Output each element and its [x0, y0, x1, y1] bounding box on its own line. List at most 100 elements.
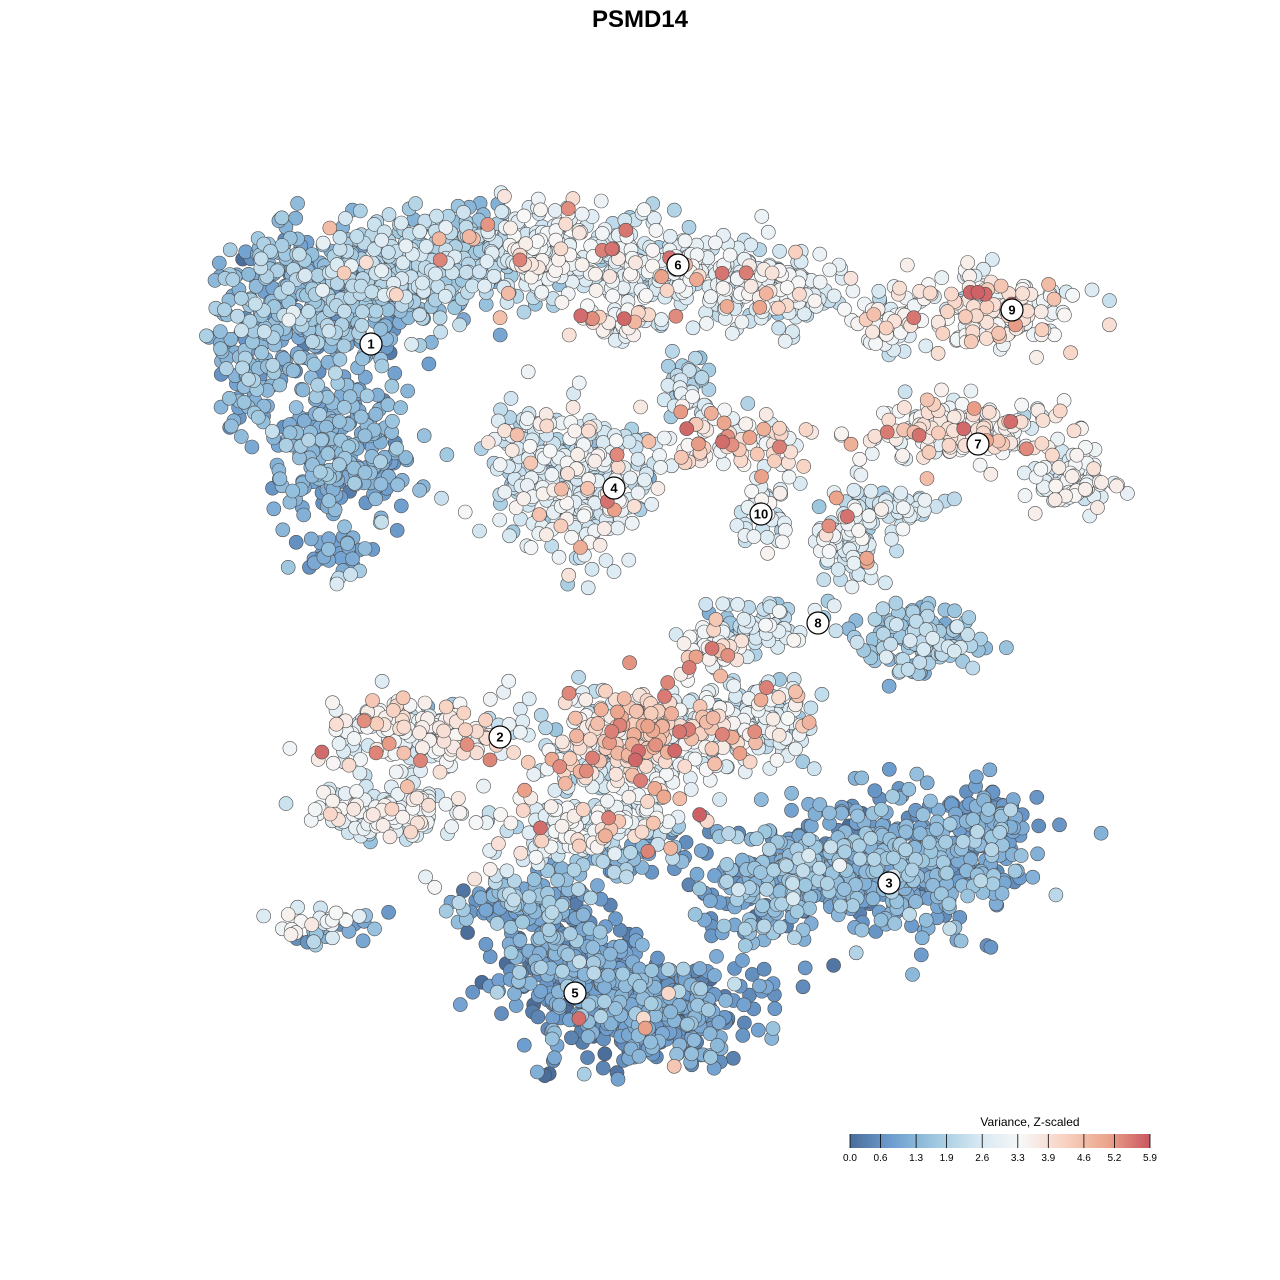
cell-point [610, 1071, 626, 1087]
cell-point [746, 529, 762, 544]
cell-point [949, 619, 965, 635]
cell-point [852, 851, 868, 867]
cell-point [278, 437, 294, 453]
cell-point [381, 207, 397, 222]
cell-point [755, 898, 770, 914]
cell-point [217, 302, 232, 318]
cell-point [727, 976, 742, 992]
cell-point [606, 864, 622, 880]
cell-point [898, 824, 914, 840]
cell-point [878, 649, 894, 665]
cell-point [845, 898, 861, 914]
cell-point [718, 993, 734, 1008]
cell-point [272, 377, 288, 393]
cell-point [374, 232, 390, 248]
cell-point [693, 843, 709, 859]
cell-point [703, 289, 719, 305]
cell-point [219, 361, 234, 376]
cell-point [476, 778, 491, 794]
cell-point [393, 215, 409, 231]
cell-point [256, 324, 272, 339]
cell-point [736, 997, 752, 1013]
cell-point [999, 640, 1014, 656]
cell-point [586, 965, 602, 981]
cell-point [607, 846, 623, 862]
cell-point [961, 610, 977, 625]
cell-point [811, 499, 827, 515]
cell-point [494, 1006, 509, 1021]
cell-point [963, 383, 979, 399]
cell-point [456, 205, 471, 220]
cell-point [1052, 817, 1067, 833]
cell-point [381, 904, 396, 920]
cell-point [290, 196, 305, 211]
cell-point [848, 945, 864, 961]
cell-point [716, 456, 731, 472]
cell-point [826, 958, 841, 973]
cell-point [451, 895, 467, 910]
cell-point [610, 520, 626, 536]
cell-point [566, 862, 582, 878]
cell-point [644, 496, 660, 512]
cell-point [814, 686, 830, 702]
cell-point [329, 576, 345, 592]
cell-point [349, 229, 365, 244]
cell-point [520, 411, 535, 426]
cell-point [918, 338, 934, 354]
cell-point [850, 808, 866, 824]
cell-point [489, 916, 505, 931]
cell-point [522, 438, 538, 454]
cell-point [585, 940, 601, 955]
cell-point [883, 636, 899, 652]
cell-point [499, 863, 515, 879]
cell-point [234, 429, 249, 444]
cell-point [533, 707, 549, 723]
cell-point [662, 229, 678, 244]
cell-point [1017, 488, 1033, 503]
cell-point [412, 482, 427, 498]
cell-point [503, 391, 519, 406]
cell-point [832, 858, 848, 873]
cell-point [575, 907, 591, 923]
cell-point [916, 642, 932, 657]
cell-point [955, 834, 971, 849]
cell-point [515, 914, 530, 930]
cell-point [415, 275, 430, 291]
cell-point [321, 541, 336, 557]
cell-point [492, 327, 508, 343]
cell-point [388, 764, 404, 780]
cell-point [812, 860, 827, 876]
cell-point [438, 796, 454, 812]
cell-point [512, 932, 528, 948]
cell-point [364, 284, 380, 300]
cell-point [703, 1050, 719, 1065]
cell-point [503, 945, 519, 961]
cell-point [248, 296, 263, 312]
cell-point [853, 467, 869, 483]
cell-point [1093, 825, 1109, 841]
cell-point [947, 603, 962, 619]
cell-point [897, 384, 913, 400]
cell-point [878, 575, 893, 591]
cell-point [373, 454, 388, 470]
cell-point [355, 933, 371, 949]
cell-point [873, 912, 889, 928]
cell-point [570, 881, 586, 897]
cell-point [634, 937, 650, 953]
cell-point [594, 226, 610, 241]
cell-point [482, 949, 498, 965]
cell-point [795, 979, 811, 995]
cell-point [482, 691, 498, 707]
cell-point [310, 377, 326, 393]
cell-point [331, 457, 347, 472]
cell-point [1030, 846, 1045, 862]
cell-point [837, 844, 853, 860]
cell-point [737, 921, 753, 937]
cell-point [772, 244, 787, 259]
cell-point [526, 872, 542, 887]
cell-point [465, 984, 481, 1000]
cell-point [521, 691, 537, 707]
cell-point [547, 1050, 562, 1066]
cell-point [516, 208, 532, 224]
cell-point [622, 470, 638, 486]
